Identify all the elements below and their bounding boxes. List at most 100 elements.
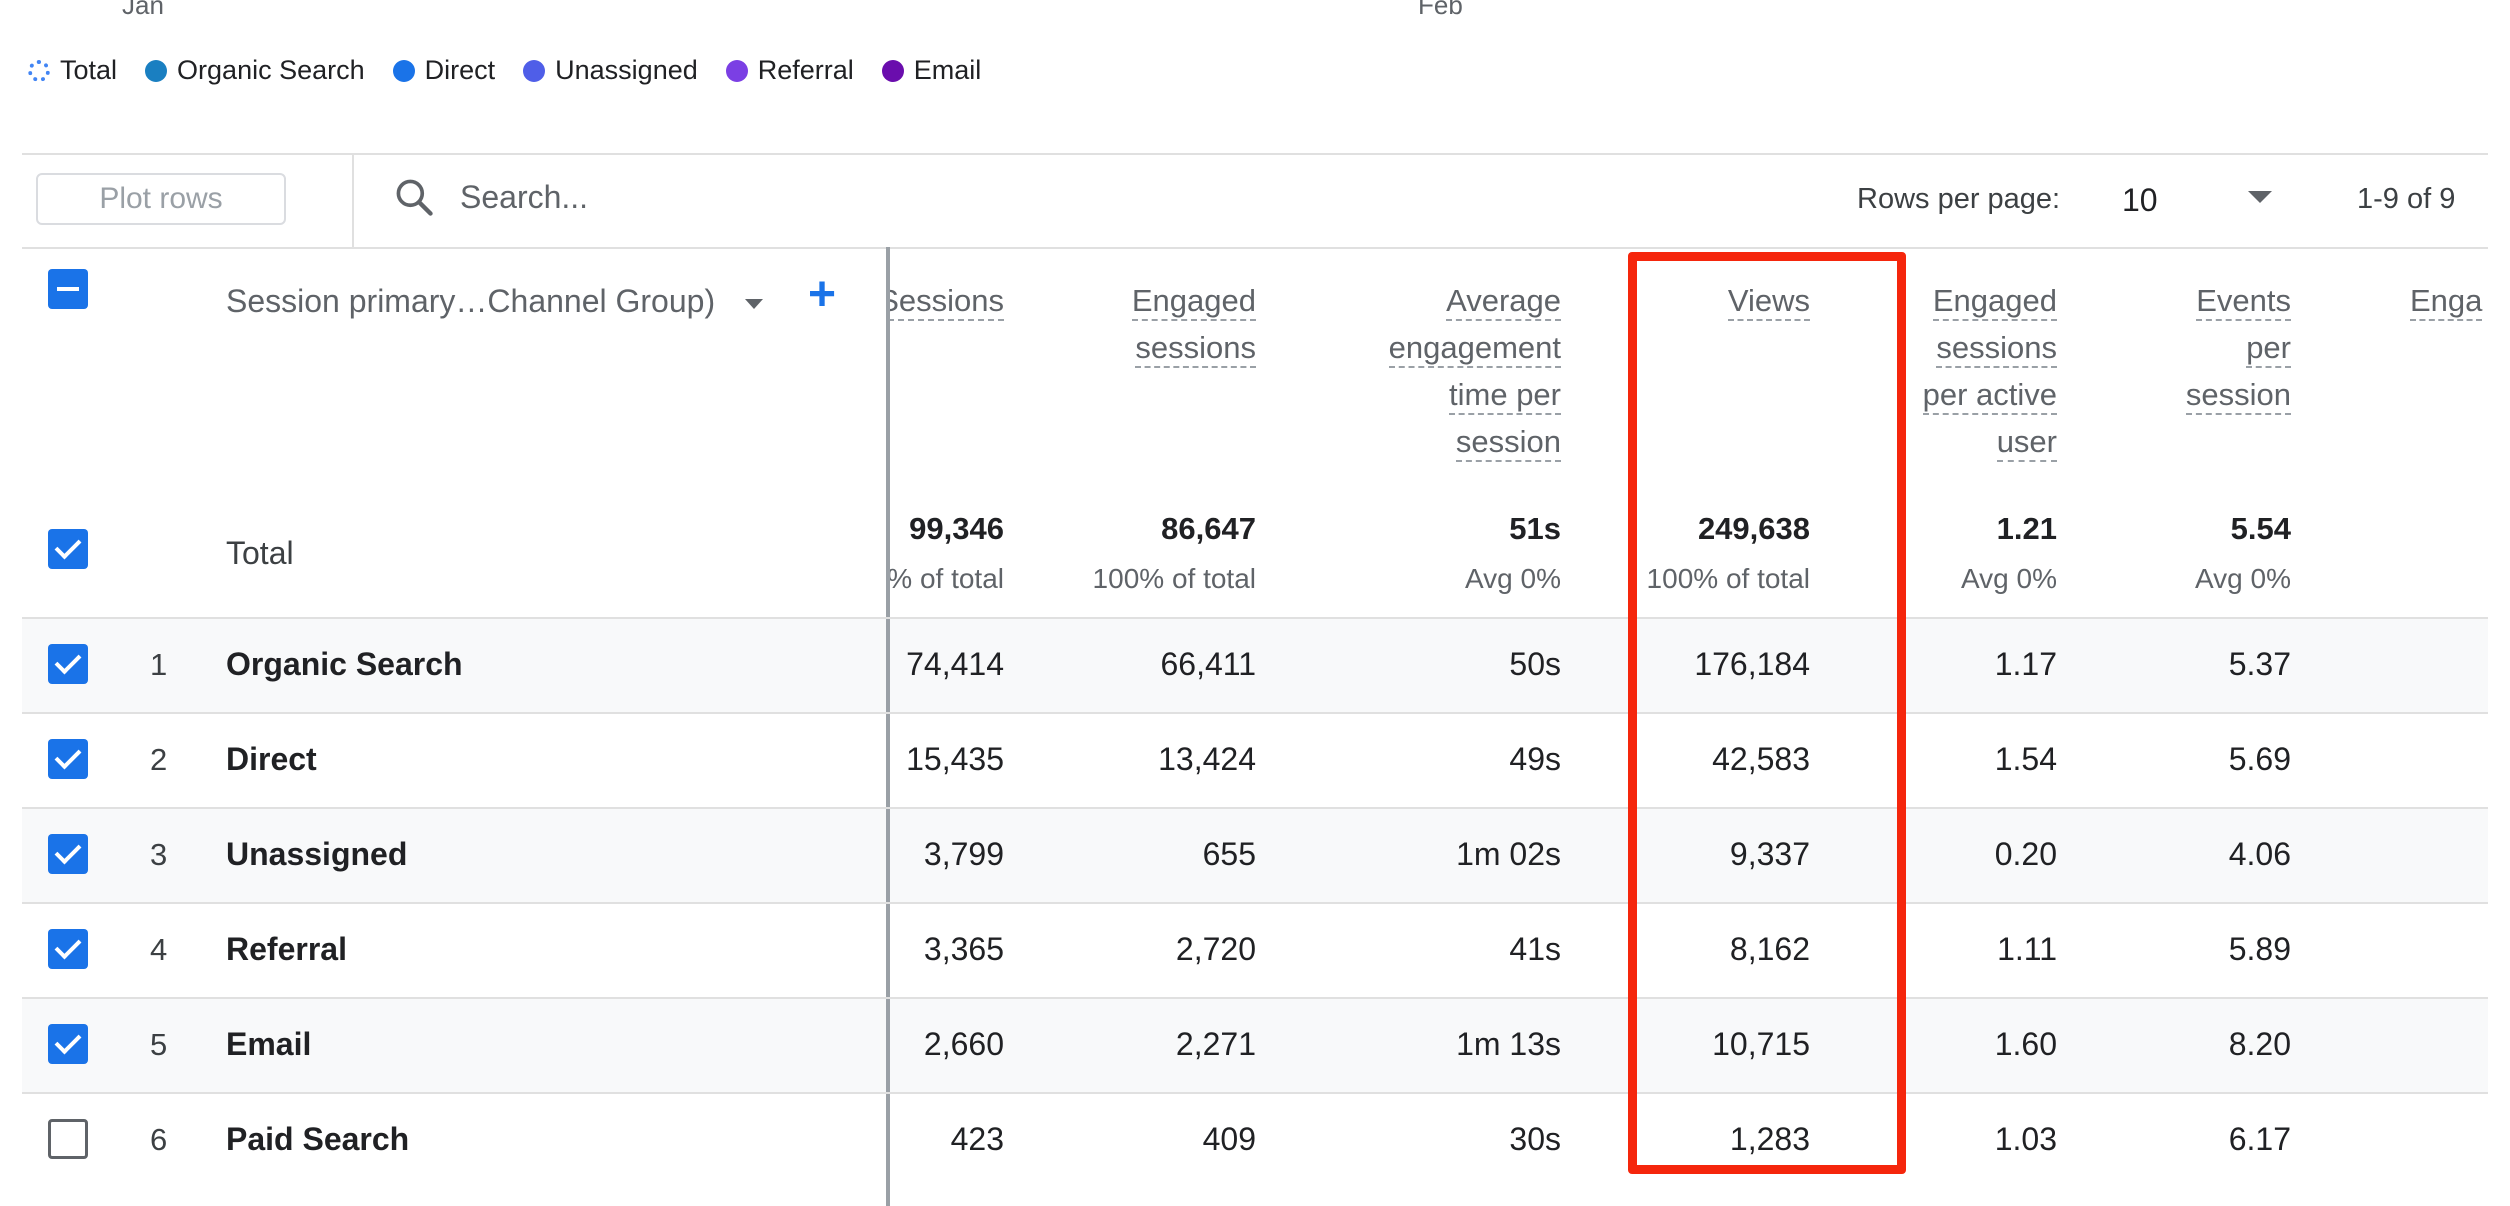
legend-label: Referral [757,55,854,85]
cell-avg-engagement: 49s [1509,741,1561,777]
cell-engaged-per-user: 1.60 [1994,1026,2057,1062]
legend-label: Unassigned [555,55,698,85]
column-header-line: sessions [1135,330,1256,368]
total-average-engagement-time: 51s [1509,511,1561,546]
column-divider [886,999,890,1094]
row-channel-name: Organic Search [226,646,463,682]
row-index: 2 [150,742,168,777]
column-header-line: sessions [1936,330,2057,368]
column-header-line: Views [1727,283,1810,321]
table-row[interactable]: 4 Referral 3,365 2,720 41s 8,162 1.11 5.89 [22,902,2488,999]
row-checkbox[interactable] [48,834,88,874]
row-index: 5 [150,1027,168,1062]
legend-item-organic-search[interactable]: Organic Search [145,55,365,86]
total-engaged-sessions-share: 100% of total [1092,563,1256,594]
column-header-line: user [1996,424,2057,462]
cell-engaged-per-user: 1.03 [1994,1121,2057,1157]
legend-dot-icon [28,59,50,82]
table-row[interactable]: 3 Unassigned 3,799 655 1m 02s 9,337 0.20 4.06 [22,807,2488,904]
views-column-highlight [1628,252,1906,1174]
column-header-line: engagement [1388,330,1561,368]
legend-label: Direct [424,55,496,85]
column-divider [886,904,890,999]
chevron-down-icon [2248,191,2272,203]
row-checkbox[interactable] [48,1119,88,1159]
total-sessions-share: 100% of total [890,563,1004,594]
table-toolbar: Plot rows Rows per page: 10 1-9 of 9 [22,153,2488,249]
cell-engaged-per-user: 1.17 [1994,646,2057,682]
cell-engaged-per-user: 0.20 [1994,836,2057,872]
add-dimension-icon[interactable]: + [808,268,837,321]
row-channel-name: Email [226,1026,312,1062]
rows-per-page-value: 10 [2122,181,2158,218]
column-header-average-engagement-time[interactable]: Average engagement time per session [1388,277,1561,465]
dimension-dropdown-icon[interactable] [745,299,763,309]
table-row[interactable]: 2 Direct 15,435 13,424 49s 42,583 1.54 5.69 [22,712,2488,809]
row-checkbox[interactable] [48,1024,88,1064]
cell-avg-engagement: 30s [1509,1121,1561,1157]
search-input[interactable] [460,178,1060,216]
row-checkbox[interactable] [48,929,88,969]
cell-sessions: 15,435 [906,741,1004,777]
row-index: 6 [150,1122,168,1157]
total-engaged-per-user: 1.21 [1996,511,2057,546]
cell-views: 10,715 [1712,1026,1810,1062]
column-divider [886,1094,890,1189]
column-header-line: Engaged [1932,283,2057,321]
total-views: 249,638 [1697,511,1810,546]
legend-dot-icon [392,59,415,82]
legend-label: Total [60,55,118,85]
total-views-share: 100% of total [1646,563,1810,594]
total-row-checkbox[interactable] [48,529,88,569]
column-header-line: session [2185,377,2291,415]
column-header-line: per active [1922,377,2057,415]
legend-item-referral[interactable]: Referral [725,55,854,86]
cell-avg-engagement: 41s [1509,931,1561,967]
column-header-line: per [2246,330,2291,368]
legend-item-email[interactable]: Email [881,55,981,86]
column-header-sessions[interactable]: Sessions [890,277,1004,324]
column-header-events-per-session[interactable]: Events per session [2185,277,2291,418]
total-sessions: 99,346 [909,511,1004,546]
cell-events-per-session: 5.37 [2228,646,2291,682]
column-header-engaged-sessions-per-user[interactable]: Engaged sessions per active user [1922,277,2057,465]
column-header-engagement-partial[interactable]: Enga [2410,277,2483,324]
cell-sessions: 3,365 [923,931,1004,967]
cell-engaged-sessions: 409 [1202,1121,1256,1157]
table-row[interactable]: 6 Paid Search 423 409 30s 1,283 1.03 6.17 [22,1092,2488,1189]
cell-engaged-sessions: 13,424 [1158,741,1256,777]
chart-axis-month-feb: Feb [1418,0,1463,20]
legend-item-unassigned[interactable]: Unassigned [523,55,698,86]
select-all-checkbox[interactable] [48,269,88,309]
legend-item-total[interactable]: Total [28,55,117,86]
column-divider [886,809,890,904]
total-engaged-sessions: 86,647 [1161,511,1256,546]
table-row[interactable]: 5 Email 2,660 2,271 1m 13s 10,715 1.60 8.20 [22,997,2488,1094]
search-box[interactable] [392,175,1060,219]
legend-dot-icon [725,59,748,82]
row-checkbox[interactable] [48,739,88,779]
cell-engaged-sessions: 2,271 [1175,1026,1256,1062]
row-checkbox[interactable] [48,644,88,684]
legend-item-direct[interactable]: Direct [392,55,496,86]
column-header-views[interactable]: Views [1727,277,1810,324]
rows-per-page-select[interactable]: 10 [2122,177,2282,223]
row-index: 4 [150,932,168,967]
cell-views: 42,583 [1712,741,1810,777]
cell-engaged-sessions: 655 [1202,836,1256,872]
row-channel-name: Direct [226,741,317,777]
cell-events-per-session: 5.69 [2228,741,2291,777]
dimension-header[interactable]: Session primary…Channel Group) [226,283,716,319]
cell-avg-engagement: 1m 13s [1456,1026,1561,1062]
legend-dot-icon [523,59,546,82]
plot-rows-button[interactable]: Plot rows [36,173,286,225]
total-events-per-session: 5.54 [2230,511,2291,546]
total-events-per-session-share: Avg 0% [2195,563,2291,594]
column-header-engaged-sessions[interactable]: Engaged sessions [1131,277,1256,371]
table-row[interactable]: 1 Organic Search 74,414 66,411 50s 176,184 1.1… [22,617,2488,714]
legend-label: Organic Search [177,55,365,85]
cell-events-per-session: 6.17 [2228,1121,2291,1157]
column-header-line: Average [1446,283,1561,321]
metric-columns: Sessions Engaged sessions Average engage… [890,247,2488,1206]
cell-sessions: 3,799 [923,836,1004,872]
